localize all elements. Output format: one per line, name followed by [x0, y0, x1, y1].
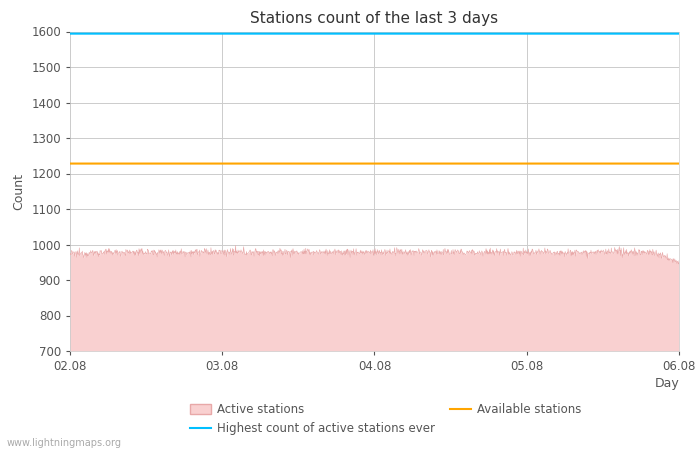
- Title: Stations count of the last 3 days: Stations count of the last 3 days: [251, 11, 498, 26]
- Legend: Active stations, Highest count of active stations ever, Available stations: Active stations, Highest count of active…: [186, 398, 586, 440]
- Y-axis label: Count: Count: [13, 173, 26, 210]
- Text: Day: Day: [654, 377, 679, 390]
- Text: www.lightningmaps.org: www.lightningmaps.org: [7, 437, 122, 447]
